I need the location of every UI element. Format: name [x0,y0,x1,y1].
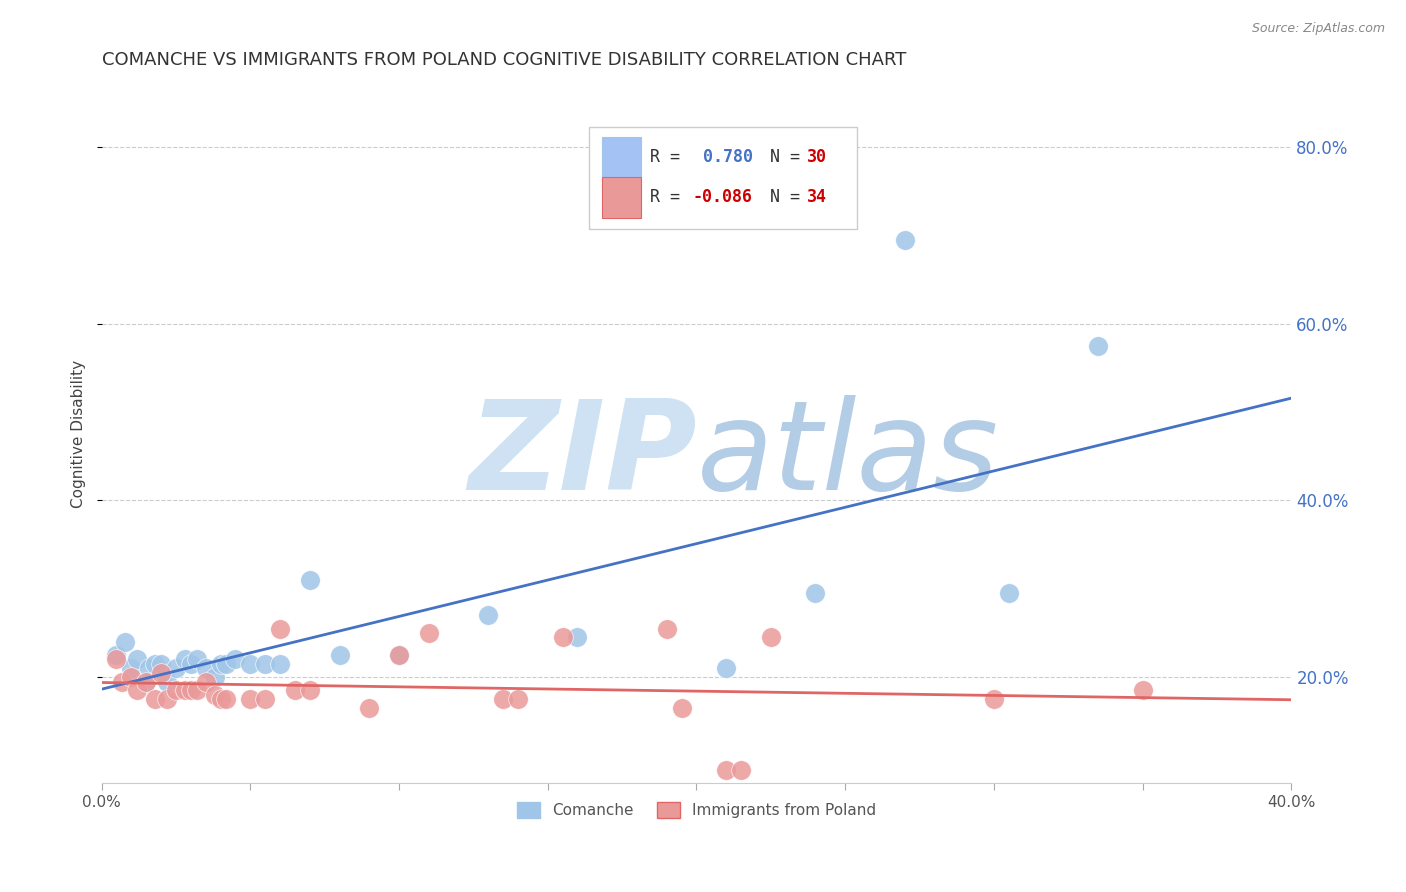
Text: Source: ZipAtlas.com: Source: ZipAtlas.com [1251,22,1385,36]
Point [150,665,173,680]
Point [180,683,202,698]
Text: COMANCHE VS IMMIGRANTS FROM POLAND COGNITIVE DISABILITY CORRELATION CHART: COMANCHE VS IMMIGRANTS FROM POLAND COGNI… [101,51,905,69]
Point [983,692,1005,706]
Text: -0.086: -0.086 [693,188,754,206]
Point [215,657,238,671]
Point [127,652,149,666]
Point [477,608,499,623]
Point [328,648,350,662]
Point [114,634,136,648]
Point [551,631,574,645]
Point [156,692,179,706]
Point [254,692,277,706]
Point [269,622,291,636]
Point [150,657,173,671]
Point [1087,339,1109,353]
Point [143,692,166,706]
Point [298,683,321,698]
Point [254,657,277,671]
Point [893,233,915,247]
Text: 34: 34 [807,188,827,206]
Point [716,661,738,675]
Point [194,674,217,689]
Point [105,652,128,666]
Point [359,701,381,715]
Point [492,692,515,706]
Point [173,652,195,666]
Point [284,683,307,698]
Text: N =: N = [749,188,810,206]
Point [671,701,693,715]
Text: N =: N = [749,148,810,167]
Point [759,631,782,645]
Text: ZIP: ZIP [468,394,696,516]
Text: R =: R = [650,148,690,167]
Point [269,657,291,671]
Text: atlas: atlas [696,394,998,516]
Point [215,692,238,706]
Y-axis label: Cognitive Disability: Cognitive Disability [72,360,86,508]
Point [194,661,217,675]
Point [298,573,321,587]
FancyBboxPatch shape [603,136,641,178]
Point [804,586,827,600]
Point [388,648,411,662]
Point [567,631,589,645]
Point [716,763,738,777]
Text: R =: R = [650,188,690,206]
Legend: Comanche, Immigrants from Poland: Comanche, Immigrants from Poland [510,796,882,824]
Point [127,683,149,698]
Point [186,652,208,666]
Point [418,626,440,640]
Point [655,622,678,636]
Point [173,683,195,698]
Point [120,661,142,675]
FancyBboxPatch shape [603,177,641,218]
Point [224,652,246,666]
Text: 30: 30 [807,148,827,167]
Point [506,692,529,706]
Point [156,674,179,689]
Text: 0.780: 0.780 [693,148,754,167]
Point [135,674,157,689]
Point [204,670,226,684]
Point [998,586,1021,600]
Point [143,657,166,671]
Point [209,657,232,671]
Point [165,661,187,675]
Point [1132,683,1154,698]
Point [239,657,262,671]
Point [204,688,226,702]
Point [239,692,262,706]
Point [120,670,142,684]
Point [138,661,160,675]
Point [111,674,134,689]
Point [165,683,187,698]
Point [105,648,128,662]
Point [209,692,232,706]
Point [180,657,202,671]
Point [186,683,208,698]
FancyBboxPatch shape [589,128,858,228]
Point [730,763,752,777]
Point [135,674,157,689]
Point [388,648,411,662]
